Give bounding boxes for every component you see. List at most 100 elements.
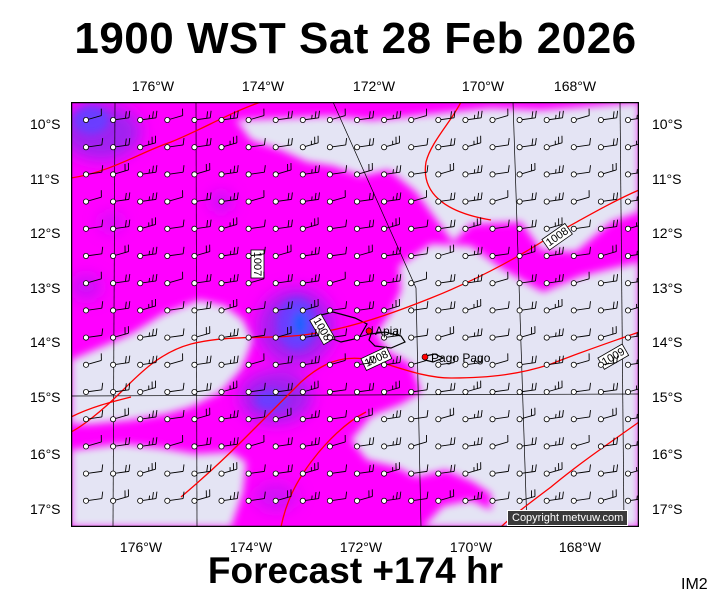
lat-label-left: 17°S bbox=[30, 501, 61, 517]
wind-barb bbox=[82, 409, 104, 423]
wind-barb bbox=[272, 489, 292, 504]
wind-barb bbox=[543, 298, 563, 314]
wind-barb bbox=[462, 110, 483, 123]
isobar-label-box bbox=[360, 346, 393, 371]
wind-barb bbox=[543, 355, 564, 368]
wind-barb bbox=[516, 382, 537, 395]
wind-barb bbox=[110, 489, 129, 504]
wind-barb bbox=[516, 162, 536, 178]
wind-barb bbox=[245, 165, 266, 178]
wind-barb bbox=[164, 219, 185, 232]
wind-barb bbox=[326, 165, 348, 178]
wind-barb bbox=[272, 407, 292, 423]
wind-barb bbox=[326, 190, 346, 205]
pago-pago-marker-dot bbox=[421, 353, 429, 361]
lon-label-top: 168°W bbox=[553, 78, 597, 94]
wind-barb bbox=[164, 108, 184, 123]
wind-barb bbox=[489, 246, 510, 259]
wind-barb bbox=[489, 382, 510, 395]
wind-barb bbox=[597, 355, 619, 368]
wind-barb bbox=[516, 192, 537, 205]
wind-barb bbox=[462, 491, 483, 504]
wind-barb bbox=[326, 246, 348, 259]
wind-barb bbox=[435, 244, 455, 259]
wind-barb bbox=[110, 326, 129, 341]
wind-barb bbox=[137, 110, 158, 123]
lat-label-left: 11°S bbox=[30, 171, 60, 187]
wind-barb bbox=[272, 382, 293, 395]
wind-barb bbox=[543, 273, 564, 287]
wind-barb bbox=[299, 110, 320, 123]
lon-label-top: 174°W bbox=[241, 78, 285, 94]
wind-barb bbox=[353, 355, 375, 368]
wind-barb bbox=[299, 355, 320, 368]
wind-barb bbox=[272, 162, 292, 178]
wind-barb bbox=[82, 301, 104, 314]
wind-barb bbox=[381, 273, 402, 287]
wind-barb bbox=[408, 491, 429, 504]
wind-barb bbox=[489, 328, 510, 341]
wind-barb bbox=[218, 380, 238, 395]
wind-barb bbox=[82, 434, 102, 450]
wind-barb bbox=[299, 491, 320, 504]
wind-barb bbox=[164, 434, 184, 450]
wind-barb bbox=[408, 434, 428, 450]
wind-barb bbox=[462, 192, 483, 205]
wind-barb bbox=[597, 273, 619, 287]
wind-barb bbox=[137, 246, 158, 259]
wind-barb bbox=[489, 271, 509, 287]
wind-barb bbox=[570, 271, 590, 287]
wind-barb bbox=[408, 219, 429, 232]
wind-barb bbox=[245, 246, 266, 259]
wind-barb bbox=[353, 464, 375, 477]
wind-barb bbox=[597, 162, 617, 178]
wind-barb bbox=[381, 462, 400, 477]
wind-barb bbox=[381, 328, 402, 341]
lat-label-right: 14°S bbox=[652, 334, 683, 350]
wind-barb bbox=[326, 301, 348, 314]
wind-barb bbox=[543, 246, 564, 259]
wind-barb bbox=[299, 409, 320, 423]
wind-barb bbox=[218, 355, 239, 368]
wind-barb bbox=[489, 190, 509, 205]
wind-barb bbox=[137, 328, 158, 341]
wind-barb bbox=[435, 301, 456, 314]
wind-barb bbox=[245, 328, 266, 341]
lon-label-bottom: 170°W bbox=[449, 539, 493, 555]
wind-barb bbox=[625, 413, 639, 423]
wind-barb bbox=[489, 353, 509, 368]
wind-barb bbox=[110, 464, 131, 477]
wind-barb bbox=[516, 110, 537, 123]
lat-label-right: 16°S bbox=[652, 446, 683, 462]
wind-barb bbox=[435, 437, 456, 450]
wind-barb bbox=[625, 385, 639, 395]
wind-barb bbox=[218, 110, 239, 123]
wind-barb bbox=[353, 110, 375, 123]
wind-barb bbox=[489, 409, 510, 423]
forecast-hour: Forecast +174 hr bbox=[207, 550, 504, 591]
wind-barb bbox=[110, 437, 131, 450]
wind-barb bbox=[570, 137, 591, 151]
wind-barb bbox=[191, 273, 212, 287]
wind-barb bbox=[164, 165, 185, 178]
wind-barb bbox=[218, 192, 239, 205]
wind-barb bbox=[353, 382, 375, 395]
lat-label-left: 12°S bbox=[30, 225, 61, 241]
wind-barb bbox=[489, 219, 510, 232]
wind-barb bbox=[381, 380, 400, 395]
wind-barb bbox=[326, 353, 346, 368]
wind-barb bbox=[543, 217, 563, 232]
wind-barb bbox=[191, 464, 212, 477]
wind-barb bbox=[462, 165, 483, 178]
wind-barb bbox=[516, 407, 536, 423]
wind-barb bbox=[435, 192, 456, 205]
wind-barb bbox=[381, 165, 402, 178]
wind-barb bbox=[516, 355, 537, 368]
wind-barb bbox=[597, 137, 619, 151]
wind-barb bbox=[82, 190, 102, 205]
wind-barb bbox=[110, 382, 131, 395]
wind-barb bbox=[625, 441, 639, 450]
lat-label-right: 11°S bbox=[652, 171, 682, 187]
wind-barb bbox=[462, 246, 483, 259]
wind-barb bbox=[489, 301, 510, 314]
